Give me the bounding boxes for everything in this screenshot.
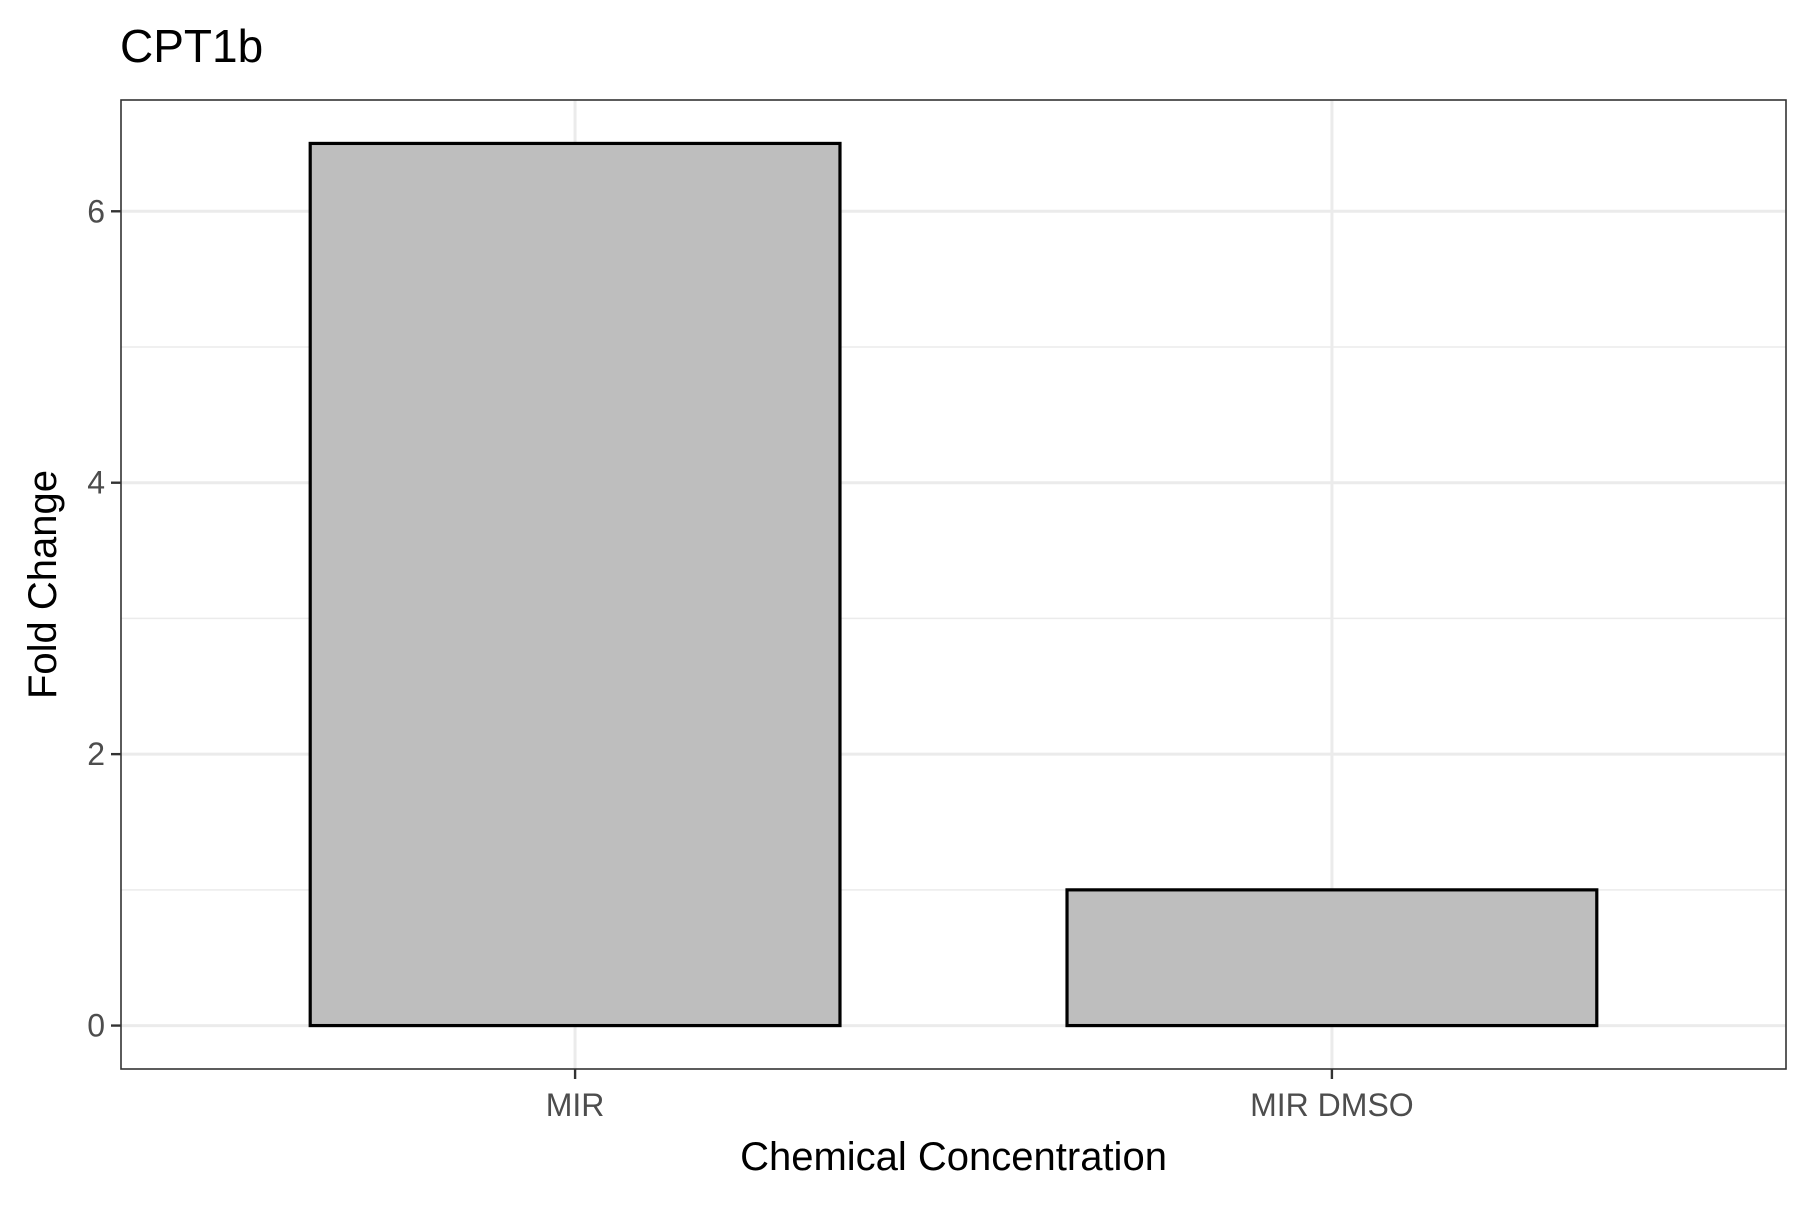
x-axis-title: Chemical Concentration bbox=[740, 1135, 1167, 1179]
bar-mir bbox=[308, 141, 842, 1028]
y-tick-label: 6 bbox=[87, 193, 105, 229]
y-tick-label: 0 bbox=[87, 1008, 105, 1044]
bar-mir-dmso bbox=[1065, 888, 1599, 1028]
y-tick-label: 2 bbox=[87, 736, 105, 772]
y-axis: 0 2 4 6 bbox=[87, 193, 121, 1044]
y-axis-title: Fold Change bbox=[21, 470, 65, 699]
bars bbox=[308, 141, 1599, 1028]
x-tick-label: MIR bbox=[546, 1087, 605, 1123]
chart-title: CPT1b bbox=[120, 20, 263, 72]
plot-panel-border bbox=[120, 99, 1787, 1070]
x-axis: MIR MIR DMSO bbox=[546, 1069, 1414, 1123]
y-tick-label: 4 bbox=[87, 465, 105, 501]
x-tick-label: MIR DMSO bbox=[1250, 1087, 1414, 1123]
